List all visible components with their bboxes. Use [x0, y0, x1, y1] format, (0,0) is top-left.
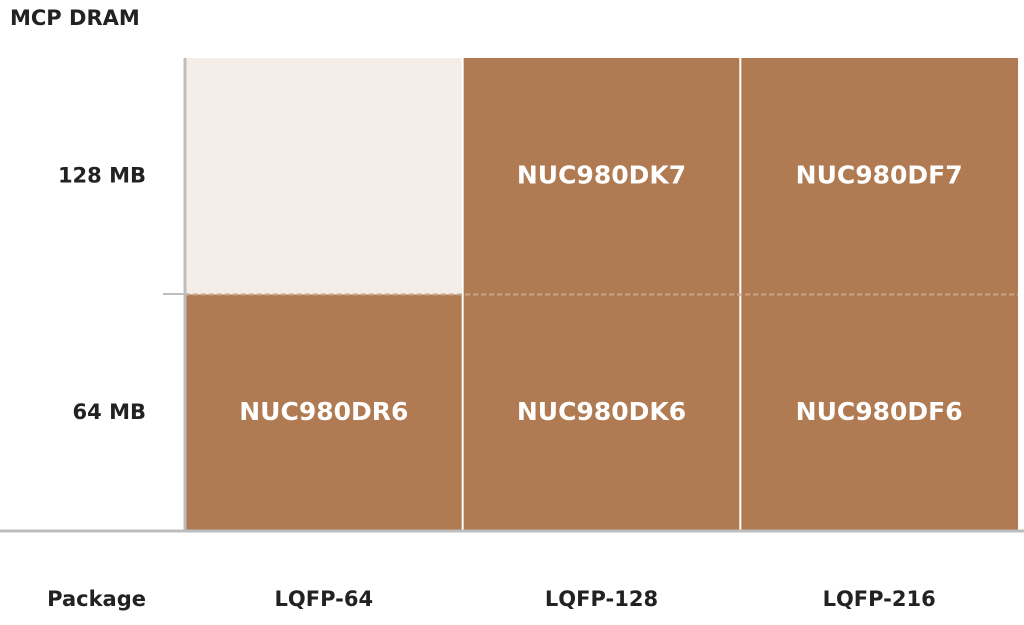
cell	[462, 294, 741, 531]
cell	[462, 58, 741, 295]
row-label: 128 MB	[58, 163, 146, 187]
cell-label: NUC980DF7	[796, 160, 963, 189]
cell	[740, 294, 1018, 531]
column-label: LQFP-216	[823, 587, 936, 611]
y-axis-title: MCP DRAM	[10, 6, 140, 30]
cell	[185, 294, 463, 531]
cell-grid: NUC980DK7 NUC980DF7 NUC980DR6 NUC980DK6 NUC9…	[185, 58, 1018, 531]
row-label: 64 MB	[73, 400, 146, 424]
cell-label: NUC980DK7	[517, 160, 686, 189]
cell-label: NUC980DR6	[239, 397, 408, 426]
cell	[740, 58, 1018, 295]
cell-label: NUC980DF6	[796, 397, 963, 426]
column-label: LQFP-64	[275, 587, 374, 611]
cell-label: NUC980DK6	[517, 397, 686, 426]
x-axis-title: Package	[47, 587, 146, 611]
labels: 128 MB 64 MB LQFP-64 LQFP-128 LQFP-216	[58, 163, 936, 611]
column-label: LQFP-128	[545, 587, 658, 611]
cell	[185, 58, 463, 295]
